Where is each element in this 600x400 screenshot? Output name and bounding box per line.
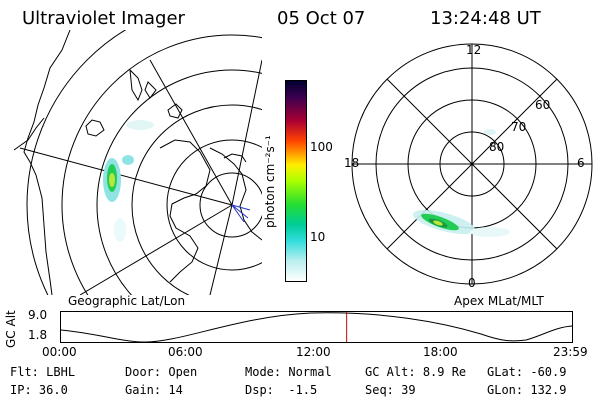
island-outline — [144, 81, 157, 99]
info-dsp: Dsp: -1.5 — [245, 383, 318, 397]
colorbar-tick-100: 100 — [310, 140, 333, 154]
colorbar-unit-label: photon cm⁻²s⁻¹ — [263, 135, 277, 228]
meridian-line — [149, 59, 233, 206]
lat-circle — [61, 34, 262, 295]
info-gain: Gain: 14 — [125, 383, 183, 397]
info-mode: Mode: Normal — [245, 365, 332, 379]
island-outline — [85, 119, 105, 137]
mlat-label-60: 60 — [535, 98, 551, 112]
island-outline — [129, 68, 143, 102]
lat-circle — [166, 139, 262, 271]
mlat-label-70: 70 — [511, 120, 527, 134]
continent-coastline — [209, 147, 262, 241]
lat-circle — [131, 104, 262, 295]
time-label: 13:24:48 UT — [430, 8, 541, 29]
pole-marker — [231, 204, 251, 223]
coastline — [23, 30, 71, 295]
meridian-line — [209, 204, 233, 295]
meridian-line — [79, 204, 233, 295]
x-tick-2359: 23:59 — [553, 345, 588, 359]
x-tick-0000: 00:00 — [42, 345, 77, 359]
geographic-map — [13, 30, 262, 295]
info-door: Door: Open — [125, 365, 198, 379]
aurora-emission-right — [413, 129, 510, 237]
mlt-label-0: 0 — [468, 276, 476, 290]
mlt-label-18: 18 — [344, 156, 360, 170]
mlt-label-12: 12 — [466, 43, 482, 57]
intensity-colorbar — [285, 80, 307, 282]
island-outline — [167, 103, 183, 119]
coastline — [13, 117, 45, 151]
info-gc-alt: GC Alt: 8.9 Re — [365, 365, 467, 379]
aurora-emission-left — [103, 120, 154, 242]
info-flt: Flt: LBHL — [10, 365, 76, 379]
mlat-label-80: 80 — [489, 140, 505, 154]
y-tick-9: 9.0 — [28, 308, 48, 322]
altitude-curve — [61, 312, 572, 342]
info-seq: Seq: 39 — [365, 383, 416, 397]
continent-coastline — [159, 139, 211, 283]
y-tick-1-8: 1.8 — [28, 328, 48, 342]
x-tick-0600: 06:00 — [168, 345, 203, 359]
date-label: 05 Oct 07 — [277, 8, 366, 29]
coastline — [223, 153, 247, 163]
info-glat: GLat: -60.9 — [487, 365, 567, 379]
info-glon: GLon: 132.9 — [487, 383, 567, 397]
mlt-label-6: 6 — [577, 156, 585, 170]
x-tick-1200: 12:00 — [296, 345, 331, 359]
magnetic-polar-plot — [351, 43, 593, 285]
altitude-timeline — [60, 311, 573, 343]
lat-circle — [26, 30, 127, 295]
mlt-axis — [386, 78, 558, 250]
x-tick-1800: 18:00 — [423, 345, 458, 359]
info-ip: IP: 36.0 — [10, 383, 68, 397]
apex-caption: Apex MLat/MLT — [454, 294, 544, 308]
lat-circle — [96, 69, 262, 295]
geographic-caption: Geographic Lat/Lon — [68, 294, 186, 308]
lat-circle — [199, 172, 262, 238]
meridian-line — [231, 59, 262, 206]
meridian-line — [19, 147, 233, 206]
gc-alt-axis-label: GC Alt — [4, 310, 18, 348]
colorbar-tick-10: 10 — [310, 230, 326, 244]
app-title: Ultraviolet Imager — [22, 8, 185, 29]
